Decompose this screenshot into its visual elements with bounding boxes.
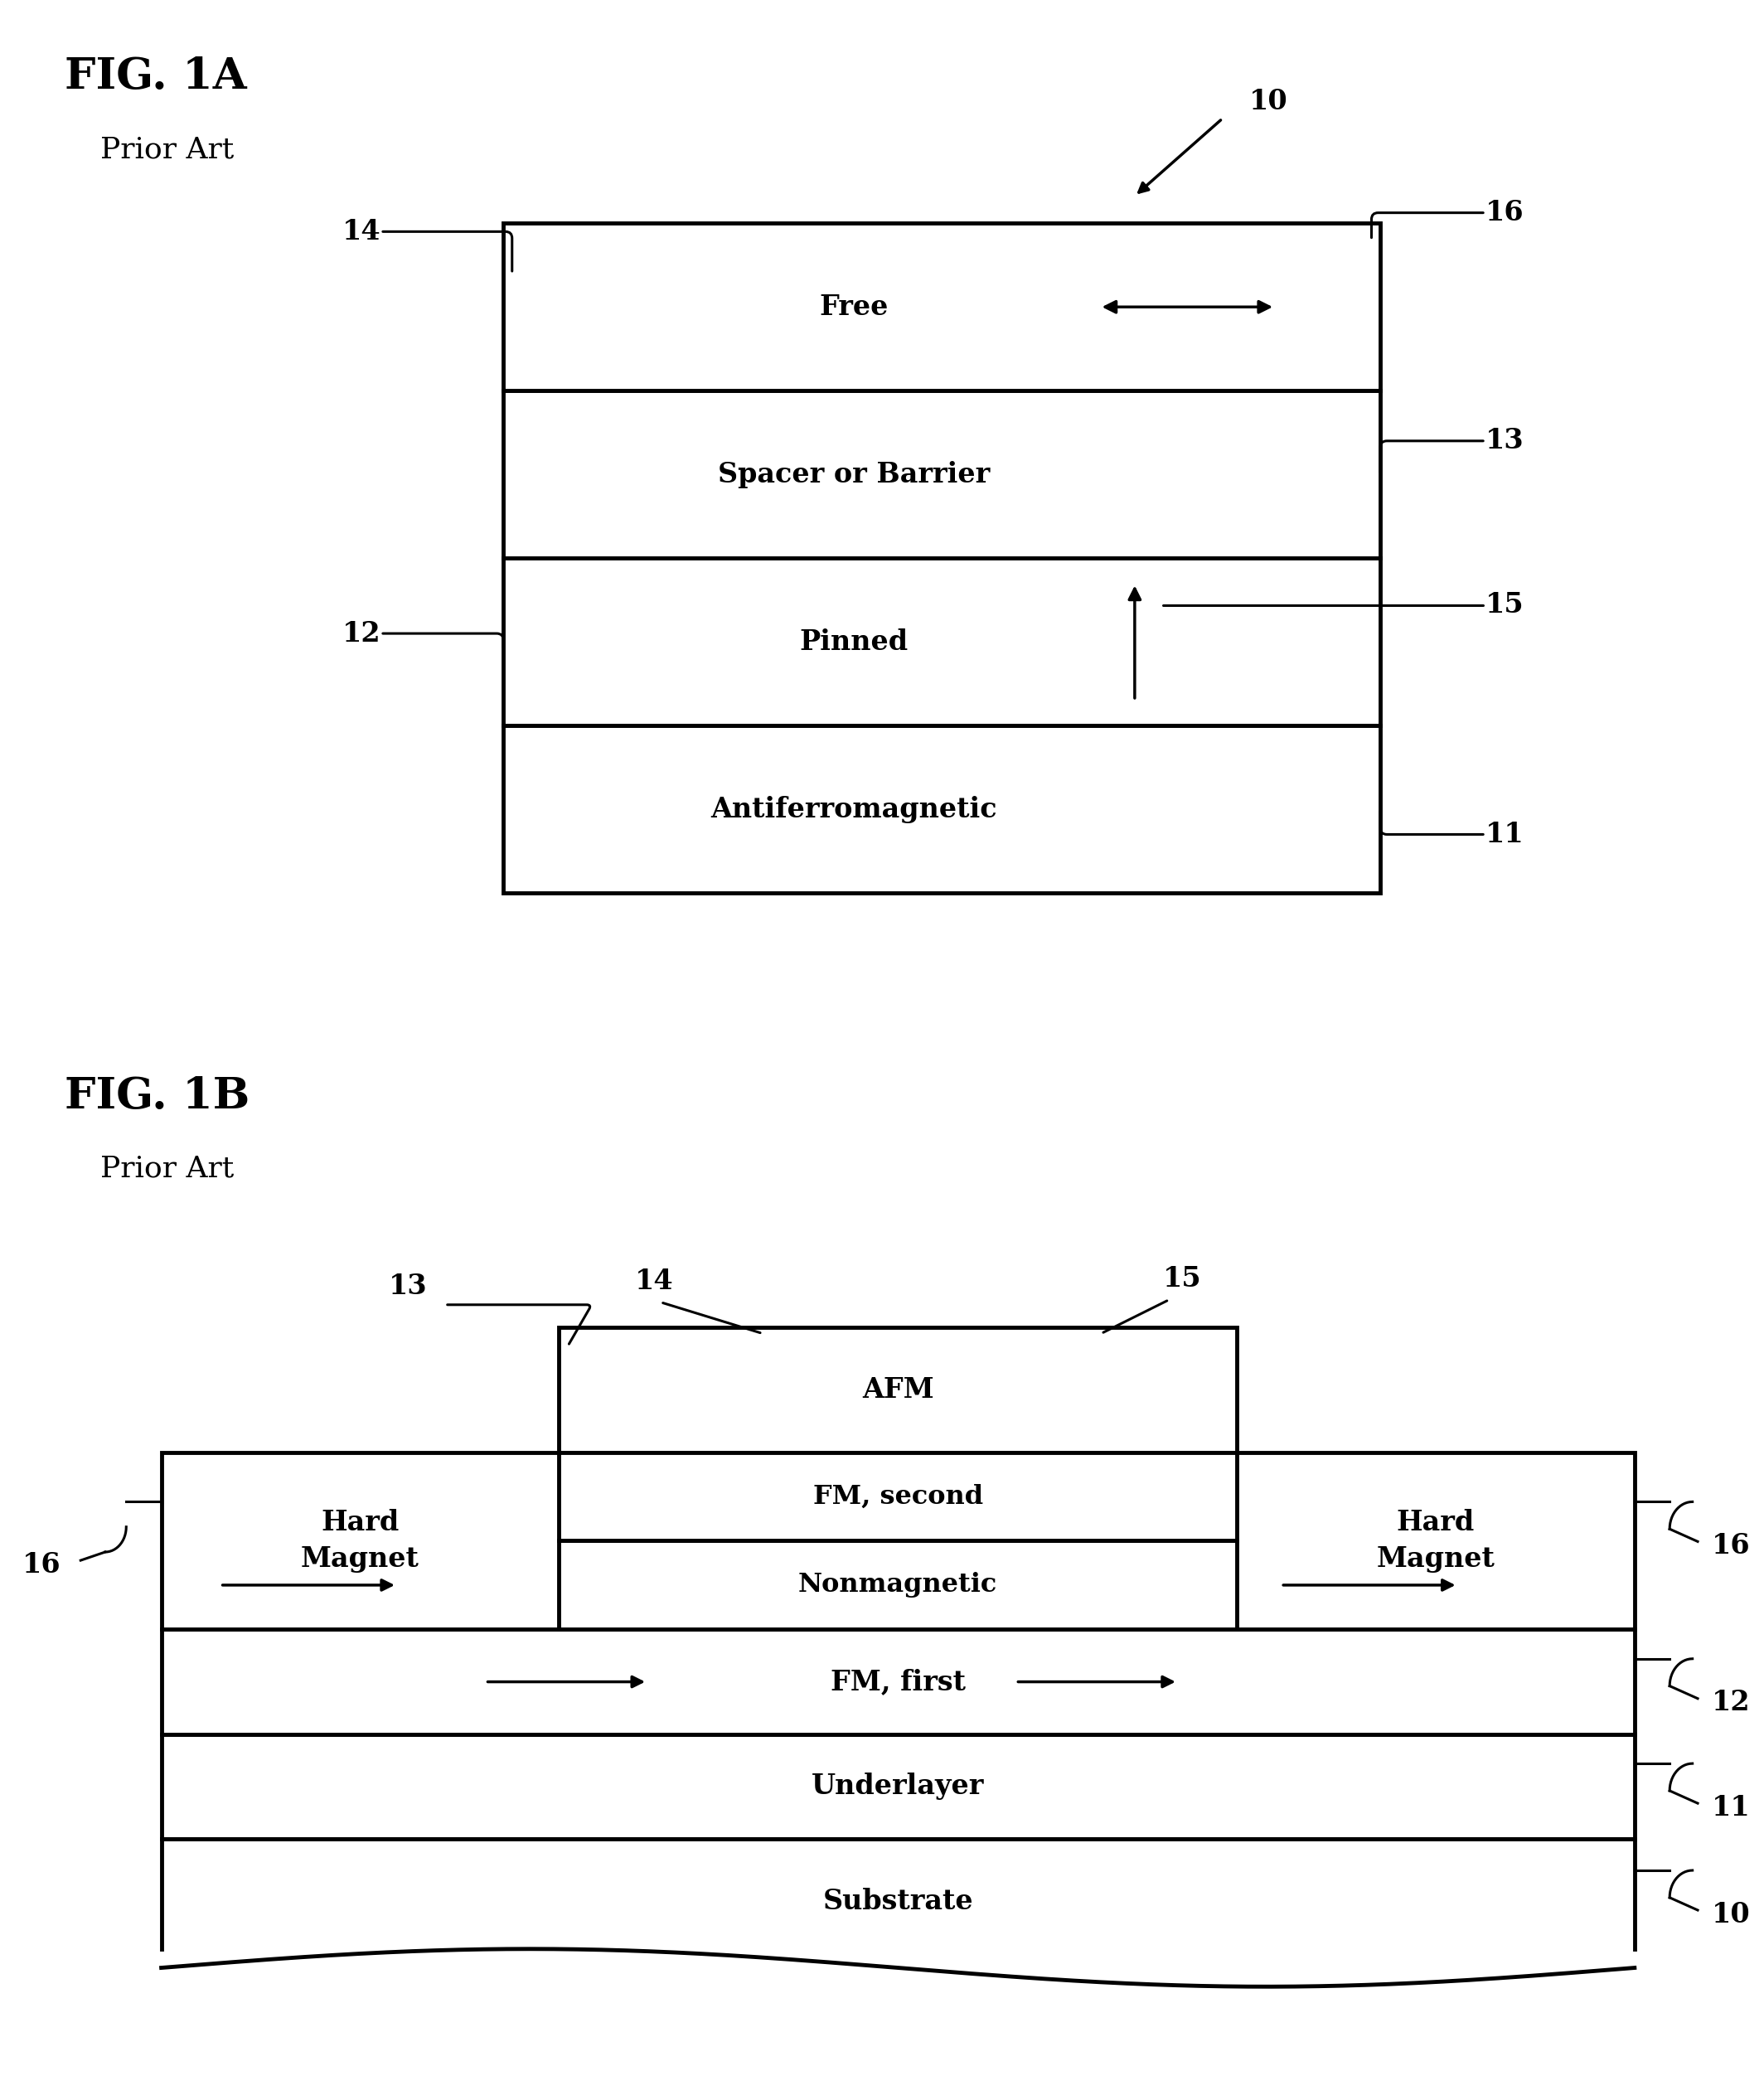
Text: Underlayer: Underlayer xyxy=(811,1772,984,1800)
Text: 13: 13 xyxy=(1485,426,1524,454)
Text: 15: 15 xyxy=(1162,1264,1201,1292)
Text: Pinned: Pinned xyxy=(799,628,908,655)
Text: 11: 11 xyxy=(1485,821,1524,848)
Text: FM, second: FM, second xyxy=(813,1483,983,1510)
Text: 16: 16 xyxy=(1711,1533,1750,1560)
Text: Free: Free xyxy=(820,294,889,321)
Text: Hard
Magnet: Hard Magnet xyxy=(302,1510,420,1573)
Text: Substrate: Substrate xyxy=(822,1888,974,1915)
Bar xyxy=(503,559,1379,727)
Text: FM, first: FM, first xyxy=(831,1667,965,1695)
Text: Antiferromagnetic: Antiferromagnetic xyxy=(711,796,997,823)
Text: 15: 15 xyxy=(1485,592,1524,619)
Bar xyxy=(559,1451,1237,1541)
Text: 12: 12 xyxy=(342,620,381,647)
Text: AFM: AFM xyxy=(863,1376,933,1403)
Text: FIG. 1B: FIG. 1B xyxy=(65,1075,250,1117)
Bar xyxy=(161,1735,1635,1840)
Bar xyxy=(559,1327,1237,1451)
Text: 16: 16 xyxy=(1485,200,1524,227)
Text: Nonmagnetic: Nonmagnetic xyxy=(799,1573,997,1598)
Bar xyxy=(161,1630,1635,1735)
Bar xyxy=(503,223,1379,391)
Text: FIG. 1A: FIG. 1A xyxy=(65,57,247,99)
Text: 11: 11 xyxy=(1711,1793,1750,1821)
Text: 13: 13 xyxy=(388,1273,427,1300)
Bar xyxy=(559,1541,1237,1630)
Text: Prior Art: Prior Art xyxy=(101,134,233,164)
Bar xyxy=(503,727,1379,892)
Text: 10: 10 xyxy=(1249,88,1288,116)
Text: Prior Art: Prior Art xyxy=(101,1155,233,1182)
Text: 14: 14 xyxy=(342,218,381,246)
Text: Hard
Magnet: Hard Magnet xyxy=(1376,1510,1494,1573)
Text: 12: 12 xyxy=(1711,1688,1750,1716)
Text: Spacer or Barrier: Spacer or Barrier xyxy=(718,460,990,487)
Text: 14: 14 xyxy=(635,1268,674,1296)
Bar xyxy=(503,391,1379,559)
Text: 16: 16 xyxy=(23,1552,62,1579)
Text: 10: 10 xyxy=(1711,1901,1750,1928)
Bar xyxy=(161,1451,1635,1630)
